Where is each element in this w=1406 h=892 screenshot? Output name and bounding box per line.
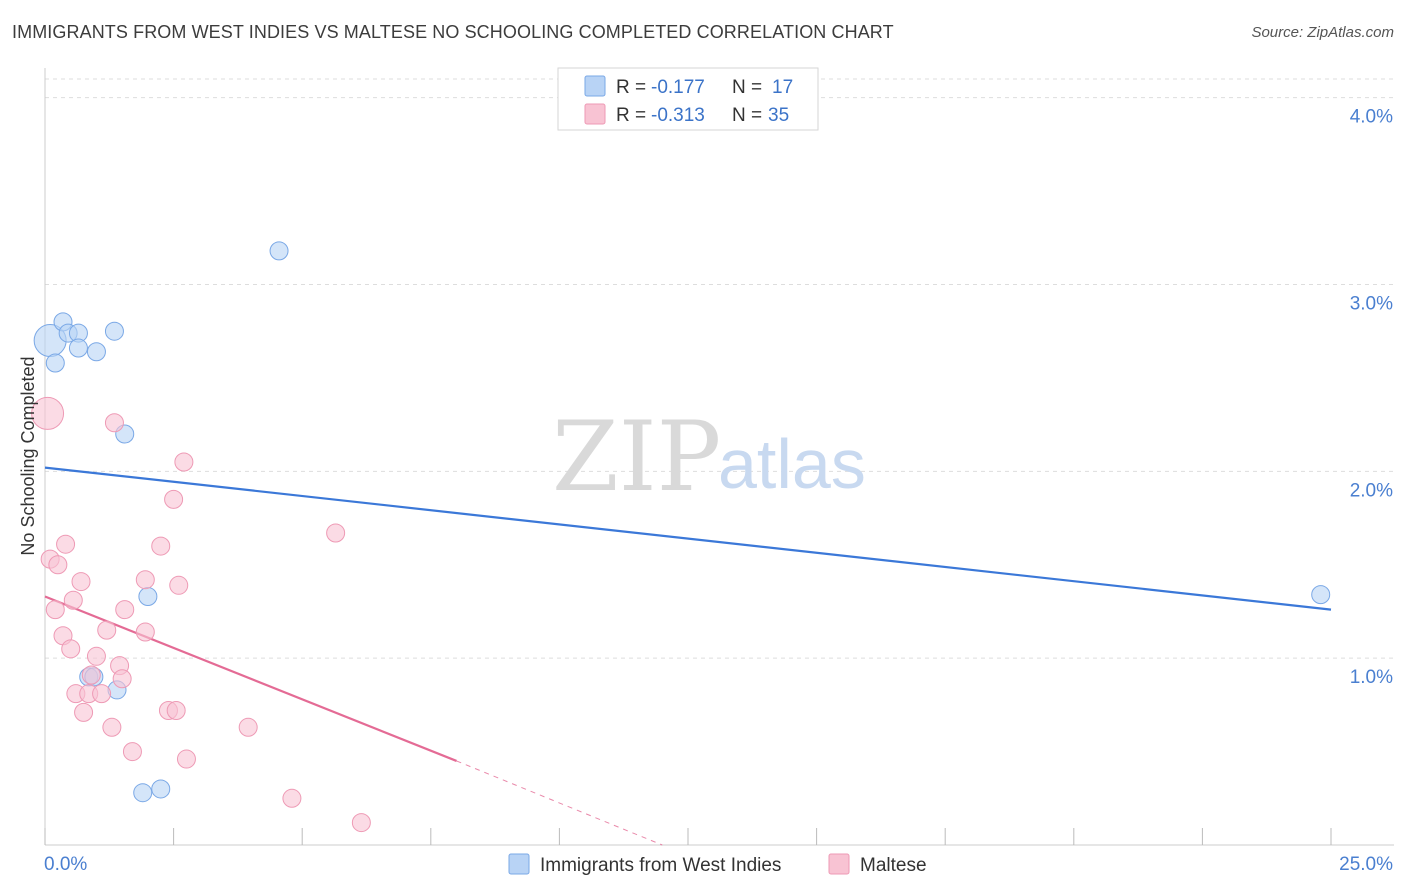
maltese-point-32 — [176, 749, 196, 769]
maltese-point-16 — [135, 622, 155, 642]
y-tick-label-3: 4.0% — [1350, 107, 1393, 128]
maltese-point-1 — [104, 413, 124, 433]
west-indies-point-10 — [138, 587, 158, 607]
y-axis-label: No Schooling Completed — [18, 356, 38, 555]
y-tick-label-2: 3.0% — [1350, 294, 1393, 315]
maltese-point-6 — [326, 523, 346, 543]
west-indies-trend-line — [44, 466, 1332, 611]
west-indies-point-7 — [104, 321, 124, 341]
maltese-point-29 — [102, 717, 122, 737]
maltese-point-9 — [71, 572, 91, 592]
series-legend-swatch-pink — [828, 853, 850, 875]
watermark-atlas: atlas — [718, 425, 866, 503]
y-tick-labels: 1.0% 2.0% 3.0% 4.0% — [1350, 107, 1393, 688]
maltese-point-10 — [135, 570, 155, 590]
gridlines — [45, 78, 1394, 659]
legend-swatch-blue — [584, 75, 606, 97]
maltese-point-19 — [86, 646, 106, 666]
maltese-point-12 — [63, 590, 83, 610]
maltese-point-25 — [92, 684, 112, 704]
maltese-point-34 — [351, 813, 371, 833]
west-indies-point-9 — [269, 241, 289, 261]
legend-n-value-blue: 17 — [772, 77, 793, 98]
maltese-point-26 — [74, 702, 94, 722]
maltese-point-14 — [115, 600, 135, 620]
trend-lines — [44, 466, 1332, 846]
x-tick-label-0: 0.0% — [44, 854, 87, 875]
maltese-point-5 — [151, 536, 171, 556]
y-tick-label-1: 2.0% — [1350, 480, 1393, 501]
maltese-point-30 — [238, 717, 258, 737]
maltese-point-21 — [81, 665, 101, 685]
maltese-point-22 — [112, 669, 132, 689]
maltese-point-3 — [164, 489, 184, 509]
west-indies-point-6 — [86, 342, 106, 362]
maltese-point-2 — [174, 452, 194, 472]
chart-title: IMMIGRANTS FROM WEST INDIES VS MALTESE N… — [12, 22, 894, 42]
legend-swatch-pink — [584, 103, 606, 125]
maltese-point-15 — [97, 620, 117, 640]
maltese-point-28 — [166, 700, 186, 720]
maltese-point-4 — [56, 534, 76, 554]
source-label: Source: ZipAtlas.com — [1251, 24, 1394, 41]
west-indies-point-15 — [151, 779, 171, 799]
legend-n-label-pink: N = — [732, 105, 762, 126]
west-indies-point-14 — [133, 783, 153, 803]
legend-n-value-pink: 35 — [768, 105, 789, 126]
series-legend-swatch-blue — [508, 853, 530, 875]
x-tick-label-1: 25.0% — [1339, 854, 1393, 875]
watermark-zip: ZIP — [552, 401, 721, 513]
series-legend-label-blue: Immigrants from West Indies — [540, 855, 781, 876]
west-indies-point-1 — [45, 353, 65, 373]
legend-r-label-blue: R = — [616, 77, 646, 98]
legend-r-label-pink: R = — [616, 105, 646, 126]
maltese-point-11 — [169, 575, 189, 595]
maltese-point-8 — [48, 555, 68, 575]
y-tick-label-0: 1.0% — [1350, 667, 1393, 688]
legend-r-value-pink: -0.313 — [651, 105, 705, 126]
series-legend-label-pink: Maltese — [860, 855, 927, 876]
series-legend: Immigrants from West Indies Maltese — [508, 853, 927, 876]
maltese-trend-extension — [456, 760, 663, 846]
maltese-point-31 — [122, 742, 142, 762]
axes — [44, 68, 1394, 846]
maltese-point-33 — [282, 788, 302, 808]
watermark: ZIP atlas — [552, 401, 866, 513]
maltese-point-18 — [61, 639, 81, 659]
data-points — [31, 241, 1331, 833]
legend-n-label-blue: N = — [732, 77, 762, 98]
maltese-point-0 — [31, 396, 65, 430]
west-indies-point-5 — [68, 338, 88, 358]
legend-r-value-blue: -0.177 — [651, 77, 705, 98]
x-tick-labels: 0.0% 25.0% — [44, 854, 1393, 875]
maltese-point-13 — [45, 600, 65, 620]
west-indies-point-16 — [1311, 585, 1331, 605]
correlation-legend: R = -0.177 N = 17 R = -0.313 N = 35 — [557, 67, 819, 131]
